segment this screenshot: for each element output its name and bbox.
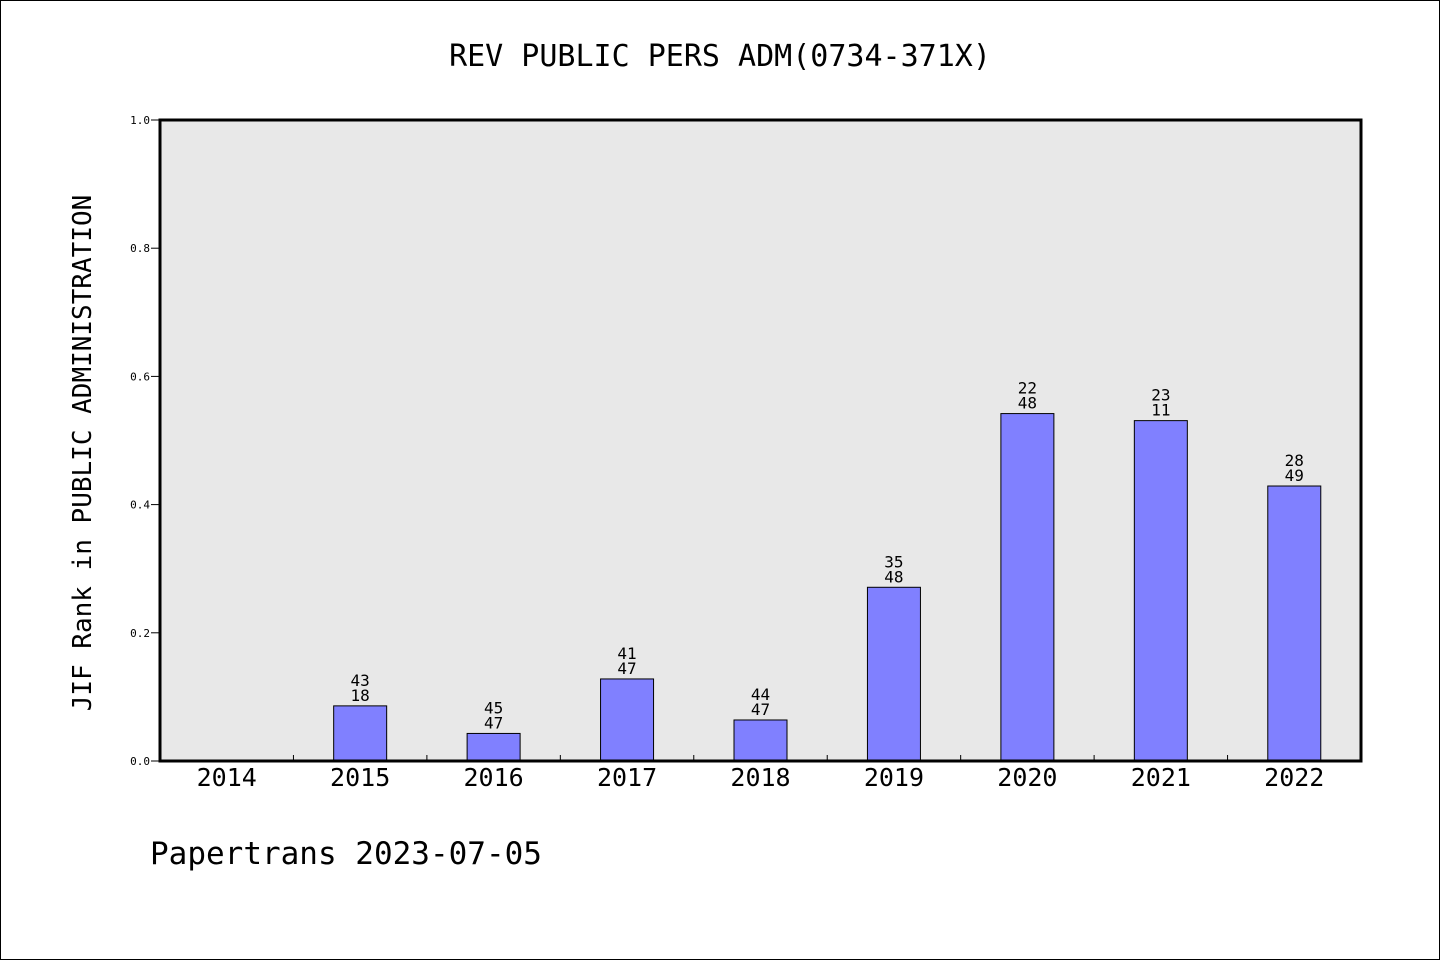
bar-label-top: 44 [751, 685, 770, 704]
y-tick-label: 0.6 [130, 370, 150, 383]
bar-2017 [600, 678, 655, 762]
bar-2018 [733, 719, 788, 762]
x-tick-label: 2018 [730, 763, 790, 792]
bar-label-top: 45 [484, 698, 503, 717]
bar-2019 [866, 586, 921, 762]
y-tick-label: 1.0 [130, 114, 150, 127]
bar-series [333, 413, 1322, 762]
bar-label-top: 28 [1285, 451, 1304, 470]
bar-label-bottom: 18 [351, 686, 370, 705]
bar-label-top: 43 [351, 671, 370, 690]
bar-2022 [1267, 485, 1322, 762]
bar-label-bottom: 11 [1151, 401, 1170, 420]
bar-label-bottom: 48 [1018, 394, 1037, 413]
y-tick-label: 0.0 [130, 755, 150, 768]
bar-2020 [1000, 413, 1055, 762]
bar-label-bottom: 47 [484, 713, 503, 732]
x-tick-label: 2016 [464, 763, 524, 792]
bar-label-bottom: 48 [884, 567, 903, 586]
bar-label-top: 41 [617, 644, 636, 663]
x-tick-label: 2019 [864, 763, 924, 792]
footer-text: Papertrans 2023-07-05 [150, 836, 542, 872]
bar-label-top: 22 [1018, 379, 1037, 398]
bar-label-bottom: 49 [1285, 466, 1304, 485]
x-tick-label: 2021 [1131, 763, 1191, 792]
y-tick-label: 0.8 [130, 242, 150, 255]
bar-2021 [1133, 420, 1188, 762]
y-axis-label: JIF Rank in PUBLIC ADMINISTRATION [68, 195, 98, 712]
plot-frame [158, 118, 1363, 763]
y-tick-label: 0.2 [130, 627, 150, 640]
y-tick-label: 0.4 [130, 499, 150, 512]
bar-label-bottom: 47 [617, 659, 636, 678]
bar-2015 [333, 705, 388, 762]
x-tick-label: 2015 [330, 763, 390, 792]
bar-2016 [466, 732, 521, 762]
chart-title: REV PUBLIC PERS ADM(0734-371X) [449, 39, 991, 74]
bar-label-bottom: 47 [751, 700, 770, 719]
y-axis-ticks: 0.0 0.2 0.4 0.6 0.8 1.0 [130, 114, 160, 768]
x-tick-label: 2017 [597, 763, 657, 792]
bar-label-top: 35 [884, 552, 903, 571]
x-axis-ticks: 2014 2015 2016 2017 2018 2019 2020 2021 2022 [197, 755, 1324, 792]
x-tick-label: 2020 [997, 763, 1057, 792]
x-tick-label: 2022 [1264, 763, 1324, 792]
bar-label-top: 23 [1151, 386, 1170, 405]
x-tick-label: 2014 [197, 763, 257, 792]
